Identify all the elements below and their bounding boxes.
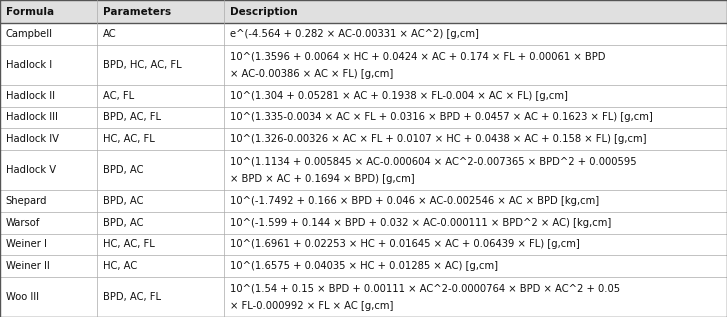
Text: 10^(1.335-0.0034 × AC × FL + 0.0316 × BPD + 0.0457 × AC + 0.1623 × FL) [g,cm]: 10^(1.335-0.0034 × AC × FL + 0.0316 × BP… bbox=[230, 113, 652, 122]
Bar bbox=[0, 150, 727, 190]
Text: HC, AC, FL: HC, AC, FL bbox=[103, 239, 154, 249]
Text: Formula: Formula bbox=[6, 7, 54, 16]
Text: Description: Description bbox=[230, 7, 297, 16]
Text: BPD, AC, FL: BPD, AC, FL bbox=[103, 292, 161, 302]
Text: Shepard: Shepard bbox=[6, 196, 47, 206]
Text: 10^(1.54 + 0.15 × BPD + 0.00111 × AC^2-0.0000764 × BPD × AC^2 + 0.05: 10^(1.54 + 0.15 × BPD + 0.00111 × AC^2-0… bbox=[230, 283, 620, 293]
Text: × BPD × AC + 0.1694 × BPD) [g,cm]: × BPD × AC + 0.1694 × BPD) [g,cm] bbox=[230, 174, 414, 184]
Text: 10^(1.1134 + 0.005845 × AC-0.000604 × AC^2-0.007365 × BPD^2 + 0.000595: 10^(1.1134 + 0.005845 × AC-0.000604 × AC… bbox=[230, 156, 636, 166]
Bar bbox=[0, 277, 727, 317]
Text: 10^(-1.7492 + 0.166 × BPD + 0.046 × AC-0.002546 × AC × BPD [kg,cm]: 10^(-1.7492 + 0.166 × BPD + 0.046 × AC-0… bbox=[230, 196, 599, 206]
Text: Hadlock IV: Hadlock IV bbox=[6, 134, 59, 144]
Text: BPD, HC, AC, FL: BPD, HC, AC, FL bbox=[103, 60, 181, 70]
Bar bbox=[0, 234, 727, 255]
Bar bbox=[0, 255, 727, 277]
Text: BPD, AC, FL: BPD, AC, FL bbox=[103, 113, 161, 122]
Text: Weiner I: Weiner I bbox=[6, 239, 47, 249]
Text: 10^(1.304 + 0.05281 × AC + 0.1938 × FL-0.004 × AC × FL) [g,cm]: 10^(1.304 + 0.05281 × AC + 0.1938 × FL-0… bbox=[230, 91, 568, 101]
Text: AC, FL: AC, FL bbox=[103, 91, 134, 101]
Text: 10^(1.326-0.00326 × AC × FL + 0.0107 × HC + 0.0438 × AC + 0.158 × FL) [g,cm]: 10^(1.326-0.00326 × AC × FL + 0.0107 × H… bbox=[230, 134, 646, 144]
Text: Hadlock II: Hadlock II bbox=[6, 91, 55, 101]
Text: Campbell: Campbell bbox=[6, 29, 53, 39]
Text: Hadlock III: Hadlock III bbox=[6, 113, 57, 122]
Bar bbox=[0, 107, 727, 128]
Text: Parameters: Parameters bbox=[103, 7, 171, 16]
Text: × FL-0.000992 × FL × AC [g,cm]: × FL-0.000992 × FL × AC [g,cm] bbox=[230, 301, 393, 311]
Bar bbox=[0, 190, 727, 212]
Text: BPD, AC: BPD, AC bbox=[103, 165, 143, 175]
Text: Warsof: Warsof bbox=[6, 218, 40, 228]
Text: × AC-0.00386 × AC × FL) [g,cm]: × AC-0.00386 × AC × FL) [g,cm] bbox=[230, 69, 393, 79]
Bar bbox=[0, 45, 727, 85]
Text: e^(-4.564 + 0.282 × AC-0.00331 × AC^2) [g,cm]: e^(-4.564 + 0.282 × AC-0.00331 × AC^2) [… bbox=[230, 29, 478, 39]
Text: 10^(-1.599 + 0.144 × BPD + 0.032 × AC-0.000111 × BPD^2 × AC) [kg,cm]: 10^(-1.599 + 0.144 × BPD + 0.032 × AC-0.… bbox=[230, 218, 611, 228]
Bar bbox=[0, 85, 727, 107]
Text: Weiner II: Weiner II bbox=[6, 261, 49, 271]
Bar bbox=[0, 23, 727, 45]
Bar bbox=[0, 128, 727, 150]
Text: AC: AC bbox=[103, 29, 116, 39]
Text: 10^(1.6961 + 0.02253 × HC + 0.01645 × AC + 0.06439 × FL) [g,cm]: 10^(1.6961 + 0.02253 × HC + 0.01645 × AC… bbox=[230, 239, 579, 249]
Text: Hadlock V: Hadlock V bbox=[6, 165, 56, 175]
Text: BPD, AC: BPD, AC bbox=[103, 196, 143, 206]
Text: 10^(1.6575 + 0.04035 × HC + 0.01285 × AC) [g,cm]: 10^(1.6575 + 0.04035 × HC + 0.01285 × AC… bbox=[230, 261, 498, 271]
Bar bbox=[0, 0, 727, 23]
Text: HC, AC, FL: HC, AC, FL bbox=[103, 134, 154, 144]
Text: 10^(1.3596 + 0.0064 × HC + 0.0424 × AC + 0.174 × FL + 0.00061 × BPD: 10^(1.3596 + 0.0064 × HC + 0.0424 × AC +… bbox=[230, 51, 606, 61]
Text: HC, AC: HC, AC bbox=[103, 261, 137, 271]
Text: Hadlock I: Hadlock I bbox=[6, 60, 52, 70]
Text: Woo III: Woo III bbox=[6, 292, 39, 302]
Bar bbox=[0, 212, 727, 234]
Text: BPD, AC: BPD, AC bbox=[103, 218, 143, 228]
